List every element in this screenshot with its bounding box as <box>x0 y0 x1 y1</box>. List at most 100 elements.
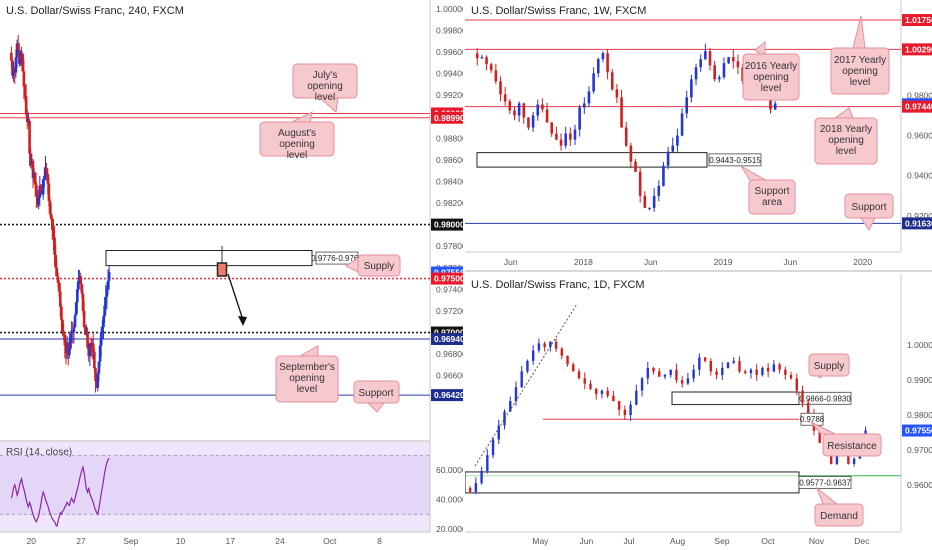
candle-body <box>43 176 46 180</box>
candle-body <box>749 369 753 374</box>
time-tick-label: Dec <box>854 536 870 546</box>
callout-box <box>748 179 796 215</box>
callout-box <box>292 63 358 99</box>
candle-body <box>761 367 764 375</box>
rsi-band <box>0 455 430 515</box>
time-tick-label: 2020 <box>853 257 872 267</box>
candle-body <box>744 371 747 374</box>
price-tick-label: 0.92000 <box>907 211 932 221</box>
candle-body <box>497 425 500 440</box>
rsi-tick-label: 20.0000 <box>436 524 463 534</box>
candle-body <box>671 145 675 152</box>
candle-body <box>22 71 26 87</box>
candle-body <box>24 96 28 115</box>
candle-body <box>60 306 63 320</box>
candle-body <box>537 343 541 351</box>
zone-label-text: 0.9577-0.9637 <box>799 478 851 487</box>
candle-body <box>33 172 37 185</box>
candle-body <box>772 364 776 372</box>
candle-body <box>727 57 730 64</box>
time-tick-label: May <box>532 536 549 546</box>
candle-body <box>541 104 544 110</box>
candle-body <box>80 283 84 294</box>
candle-body <box>583 378 586 384</box>
candle-body <box>835 449 839 464</box>
supply-marker <box>216 262 228 277</box>
candle-body <box>612 395 615 402</box>
price-tag <box>431 111 463 124</box>
candle-body <box>79 276 83 284</box>
candle-body <box>104 296 108 306</box>
candle-body <box>16 43 20 50</box>
price-tag-text: 0.97556 <box>434 268 463 278</box>
time-tick-label: 20 <box>27 536 37 546</box>
candle-body <box>554 341 558 349</box>
candle-body <box>721 367 724 375</box>
candle-body <box>35 184 38 197</box>
candle-body <box>559 139 563 146</box>
candle-body <box>545 109 549 123</box>
callout-text: Demand <box>820 511 858 522</box>
candle-body <box>690 79 693 98</box>
candle-body <box>23 86 27 97</box>
candle-body <box>47 183 51 201</box>
rsi-title: RSI (14, close) <box>6 447 73 458</box>
candle-body <box>709 360 713 372</box>
candle-body <box>99 333 103 346</box>
candle-body <box>578 107 581 130</box>
candle-body <box>97 361 101 374</box>
candle-body <box>715 371 718 375</box>
candle-body <box>596 59 600 74</box>
rsi-line <box>10 457 110 528</box>
candle-body <box>74 302 78 316</box>
candle-body <box>648 207 651 209</box>
candle-body <box>83 327 87 335</box>
callout-text: Support area <box>754 186 789 208</box>
candle-body <box>475 53 479 59</box>
time-tick-label: Jun <box>580 536 594 546</box>
price-tick-label: 0.97000 <box>907 445 932 455</box>
candle-body <box>795 378 798 391</box>
candle-body <box>48 200 52 214</box>
candle-body <box>517 103 521 116</box>
callout-box <box>830 47 890 95</box>
callout-box <box>814 503 864 527</box>
candle-body <box>107 272 111 281</box>
candle-body <box>623 409 627 416</box>
candle-body <box>503 411 506 426</box>
candle-body <box>620 97 623 128</box>
callout-text: August's opening level <box>278 128 316 161</box>
callout-box <box>822 433 882 457</box>
callout-text: Support <box>851 202 886 213</box>
candle-body <box>18 49 21 64</box>
price-tag-text: 0.98990 <box>434 113 463 123</box>
candle-body <box>601 53 605 60</box>
candle-body <box>617 401 621 410</box>
callout-box <box>353 380 400 404</box>
zone-box <box>465 471 800 494</box>
candle-body <box>91 343 95 352</box>
candle-body <box>713 65 716 80</box>
candle-body <box>600 390 604 395</box>
price-tag <box>902 217 932 230</box>
price-tag <box>902 43 932 56</box>
callout-box <box>814 117 878 165</box>
time-tick-label: Nov <box>809 536 825 546</box>
candle-body <box>499 81 502 95</box>
candle-body <box>606 53 609 73</box>
candle-body <box>629 404 632 416</box>
candle-body <box>606 390 609 396</box>
candle-body <box>699 59 702 68</box>
